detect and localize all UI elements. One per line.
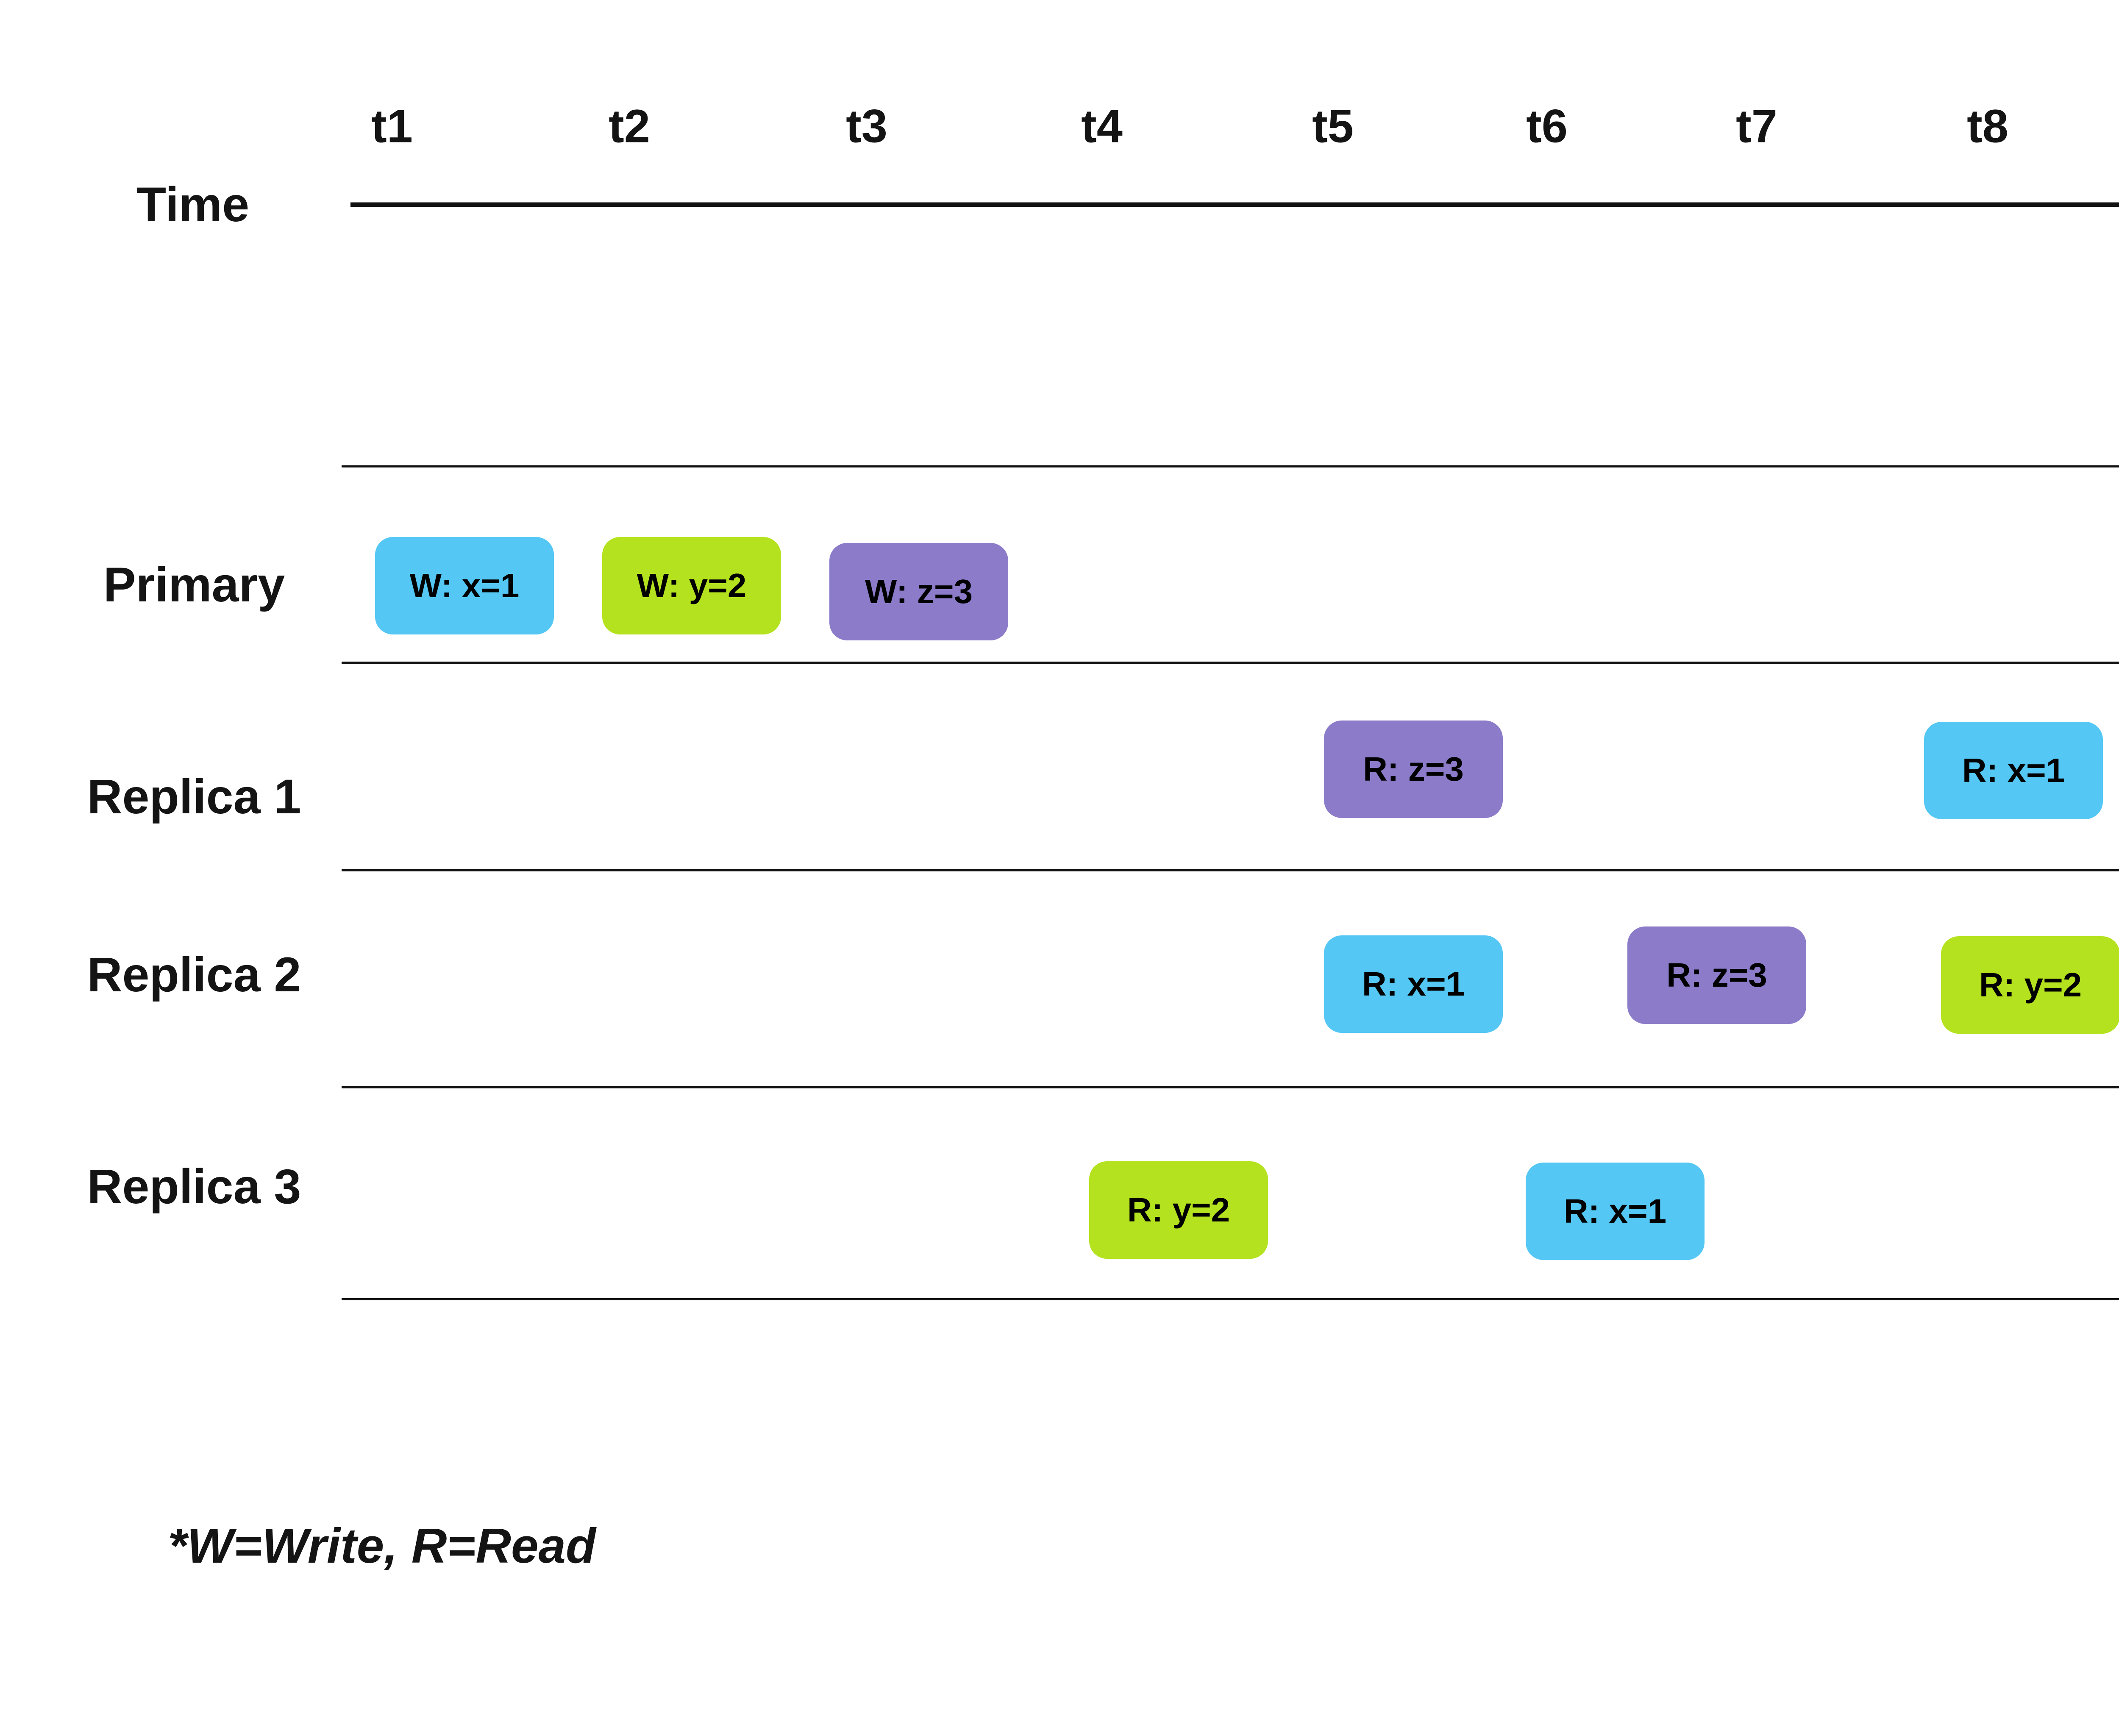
row-label-replica-1: Replica 1: [87, 770, 301, 824]
event-primary-write-y: W: y=2: [602, 537, 781, 634]
row-separator: [342, 869, 2119, 871]
event-replica3-read-x: R: x=1: [1526, 1163, 1705, 1260]
event-replica1-read-x: R: x=1: [1924, 722, 2103, 819]
time-tick-t6: t6: [1526, 100, 1568, 153]
time-tick-t1: t1: [371, 100, 413, 153]
row-separator: [342, 1298, 2119, 1300]
event-replica1-read-z: R: z=3: [1324, 721, 1503, 818]
event-primary-write-z: W: z=3: [829, 543, 1008, 640]
time-tick-t3: t3: [846, 100, 887, 153]
time-tick-t8: t8: [1967, 100, 2008, 153]
time-axis-arrow: [350, 202, 2119, 207]
time-tick-t5: t5: [1312, 100, 1354, 153]
footnote: *W=Write, R=Read: [168, 1518, 596, 1573]
event-replica2-read-y: R: y=2: [1941, 936, 2119, 1034]
row-label-replica-3: Replica 3: [87, 1160, 301, 1214]
row-label-primary: Primary: [103, 558, 285, 612]
time-tick-t2: t2: [609, 100, 650, 153]
event-replica2-read-x: R: x=1: [1324, 935, 1503, 1033]
row-separator: [342, 1086, 2119, 1088]
row-separator: [342, 465, 2119, 467]
row-separator: [342, 662, 2119, 664]
time-tick-t7: t7: [1736, 100, 1777, 153]
event-replica2-read-z: R: z=3: [1627, 926, 1806, 1024]
row-label-replica-2: Replica 2: [87, 948, 301, 1002]
time-axis-label: Time: [136, 178, 250, 232]
event-primary-write-x: W: x=1: [375, 537, 554, 634]
event-replica3-read-y: R: y=2: [1089, 1161, 1268, 1259]
time-tick-t4: t4: [1081, 100, 1123, 153]
